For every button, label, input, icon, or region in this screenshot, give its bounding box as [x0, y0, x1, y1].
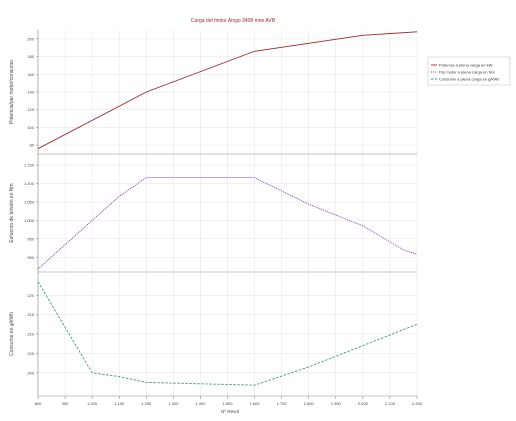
- x-tick-label: 1.700: [277, 401, 288, 406]
- y-tick-label: 1.150: [24, 163, 35, 168]
- y-axis-label: Consumo en g/kWh: [9, 312, 15, 356]
- x-tick-label: 2.100: [385, 401, 396, 406]
- x-tick-label: 900: [62, 401, 69, 406]
- y-tick-label: 205: [27, 351, 34, 356]
- legend: Potencia a plena carga en kW Par motor a …: [427, 56, 511, 86]
- y-tick-label: 220: [27, 293, 34, 298]
- x-tick-label: 1.000: [87, 401, 98, 406]
- y-tick-label: 1.050: [24, 199, 35, 204]
- legend-entry: Par motor a plena carga en Nm: [439, 69, 495, 74]
- y-tick-label: 120: [27, 107, 34, 112]
- x-tick-label: 1.100: [114, 401, 125, 406]
- x-axis-label: Nº Revol: [221, 409, 239, 414]
- y-tick-label: 180: [27, 54, 34, 59]
- x-tick-label: 1.600: [250, 401, 261, 406]
- y-tick-label: 215: [27, 312, 34, 317]
- x-tick-label: 1.900: [331, 401, 342, 406]
- x-tick-label: 2.000: [358, 401, 369, 406]
- legend-entry: Consumo a plena carga en g/kWh: [439, 76, 499, 81]
- y-tick-label: 210: [27, 332, 34, 337]
- y-axis-label: Potencia/par motor/consumo: [9, 60, 15, 124]
- y-tick-label: 200: [27, 36, 34, 41]
- y-tick-label: 900: [27, 255, 34, 260]
- x-tick-label: 800: [35, 401, 42, 406]
- y-tick-label: 200: [27, 370, 34, 375]
- y-tick-label: 1.100: [24, 181, 35, 186]
- chart-panel-2: 900 950 1.000 1.050 1.100 1.150 Esfuerzo de to…: [9, 154, 418, 273]
- y-tick-label: 950: [27, 236, 34, 241]
- x-tick-label: 1.500: [222, 401, 233, 406]
- y-tick-label: 160: [27, 72, 34, 77]
- chart-panel-3: 200 205 210 215 220 Consumo en g/kWh: [9, 272, 418, 397]
- x-tick-label: 1.200: [141, 401, 152, 406]
- chart-title: Carga del motor Aingo 3408 mon AVB: [191, 18, 276, 24]
- y-tick-label: 140: [27, 90, 34, 95]
- legend-box: [427, 56, 511, 86]
- x-tick-label: 1.300: [168, 401, 179, 406]
- y-tick-label: 80: [30, 143, 35, 148]
- y-tick-label: 1.000: [24, 218, 35, 223]
- x-tick-label: 1.800: [304, 401, 315, 406]
- series-line: [37, 31, 418, 150]
- x-tick-label: 2.200: [412, 401, 423, 406]
- chart-panel-1: 80 100 120 140 160 180 200 Potencia/par motor/c…: [9, 30, 418, 155]
- y-tick-label: 100: [27, 125, 34, 130]
- legend-entry: Potencia a plena carga en kW: [439, 62, 493, 67]
- x-tick-label: 1.400: [195, 401, 206, 406]
- series-line: [37, 281, 418, 386]
- series-line: [37, 177, 418, 270]
- y-axis-label: Esfuerzo de torsión en Nm: [9, 183, 15, 242]
